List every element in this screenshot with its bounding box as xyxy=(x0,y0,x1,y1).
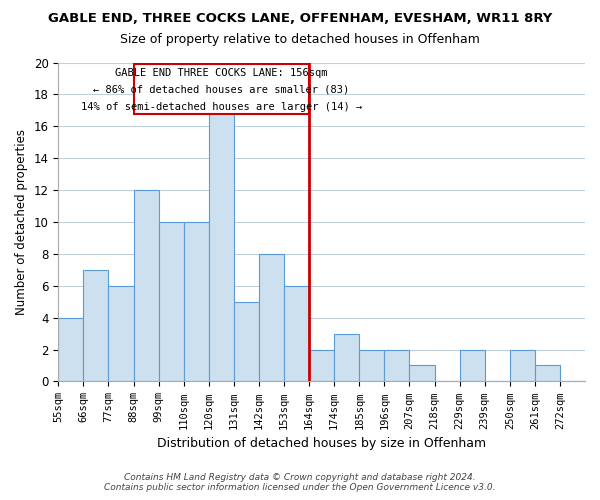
Text: GABLE END THREE COCKS LANE: 156sqm: GABLE END THREE COCKS LANE: 156sqm xyxy=(115,68,328,78)
Bar xyxy=(158,222,184,382)
Bar xyxy=(284,286,309,382)
Bar xyxy=(385,350,409,382)
FancyBboxPatch shape xyxy=(134,64,309,114)
Text: Contains HM Land Registry data © Crown copyright and database right 2024.
Contai: Contains HM Land Registry data © Crown c… xyxy=(104,473,496,492)
Bar xyxy=(134,190,158,382)
Bar xyxy=(409,366,434,382)
Text: ← 86% of detached houses are smaller (83): ← 86% of detached houses are smaller (83… xyxy=(93,85,349,95)
Bar xyxy=(209,110,234,382)
Bar xyxy=(234,302,259,382)
Bar xyxy=(309,350,334,382)
Bar xyxy=(359,350,385,382)
Bar xyxy=(510,350,535,382)
Bar xyxy=(535,366,560,382)
Bar xyxy=(184,222,209,382)
Bar xyxy=(58,318,83,382)
Text: GABLE END, THREE COCKS LANE, OFFENHAM, EVESHAM, WR11 8RY: GABLE END, THREE COCKS LANE, OFFENHAM, E… xyxy=(48,12,552,26)
Bar xyxy=(460,350,485,382)
Bar xyxy=(83,270,109,382)
Bar xyxy=(334,334,359,382)
X-axis label: Distribution of detached houses by size in Offenham: Distribution of detached houses by size … xyxy=(157,437,486,450)
Bar xyxy=(109,286,134,382)
Text: 14% of semi-detached houses are larger (14) →: 14% of semi-detached houses are larger (… xyxy=(80,102,362,112)
Text: Size of property relative to detached houses in Offenham: Size of property relative to detached ho… xyxy=(120,32,480,46)
Y-axis label: Number of detached properties: Number of detached properties xyxy=(15,129,28,315)
Bar xyxy=(259,254,284,382)
